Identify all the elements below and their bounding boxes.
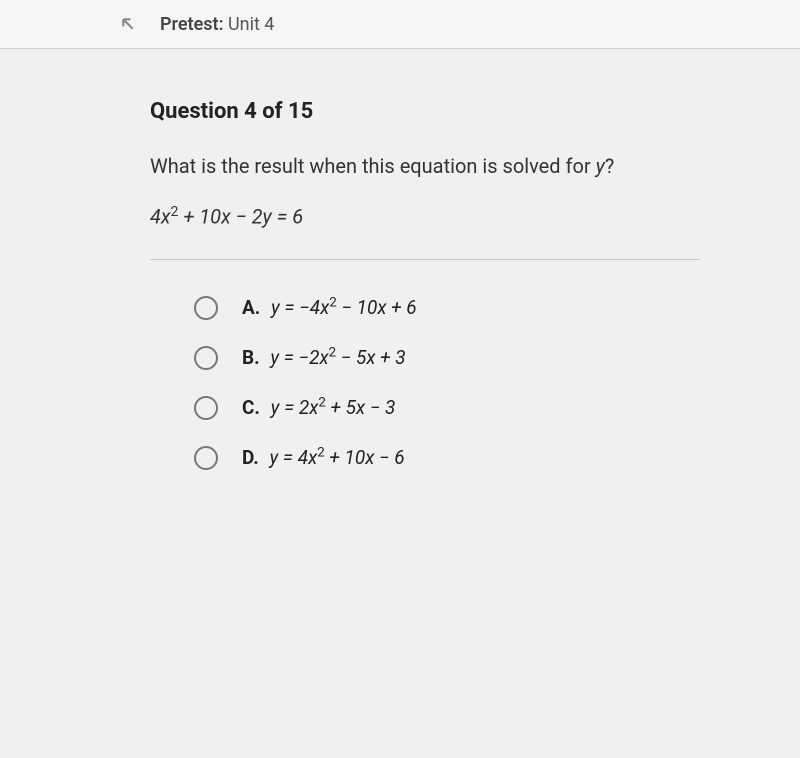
radio-icon[interactable] — [194, 396, 218, 420]
choice-expr: y = 2x2 + 5x − 3 — [271, 396, 396, 419]
header-title-rest: Unit 4 — [228, 14, 274, 35]
choice-b[interactable]: B. y = −2x2 − 5x + 3 — [194, 346, 700, 370]
radio-icon[interactable] — [194, 346, 218, 370]
choice-letter: B. — [242, 346, 260, 369]
question-equation: 4x2 + 10x − 2y = 6 — [150, 204, 700, 229]
choice-expr: y = −4x2 − 10x + 6 — [271, 296, 417, 319]
back-arrow-icon[interactable] — [116, 12, 140, 36]
choice-d[interactable]: D. y = 4x2 + 10x − 6 — [194, 446, 700, 470]
radio-icon[interactable] — [194, 446, 218, 470]
question-content: Question 4 of 15 What is the result when… — [0, 49, 800, 536]
choice-a[interactable]: A. y = −4x2 − 10x + 6 — [194, 296, 700, 320]
question-counter: Question 4 of 15 — [150, 99, 700, 124]
answer-choices: A. y = −4x2 − 10x + 6 B. y = −2x2 − 5x +… — [150, 296, 700, 470]
choice-expr: y = 4x2 + 10x − 6 — [270, 446, 405, 469]
prompt-before: What is the result when this equation is… — [150, 154, 596, 178]
divider — [150, 259, 700, 260]
header-title-bold: Pretest: — [160, 14, 223, 35]
choice-expr: y = −2x2 − 5x + 3 — [270, 346, 405, 369]
choice-letter: A. — [242, 296, 260, 319]
question-prompt: What is the result when this equation is… — [150, 152, 700, 180]
page-header: Pretest: Unit 4 — [0, 0, 800, 49]
prompt-after: ? — [605, 154, 614, 178]
header-title: Pretest: Unit 4 — [160, 14, 274, 35]
prompt-var: y — [596, 154, 605, 178]
choice-letter: D. — [242, 446, 259, 469]
choice-letter: C. — [242, 396, 260, 419]
choice-c[interactable]: C. y = 2x2 + 5x − 3 — [194, 396, 700, 420]
choice-label: B. y = −2x2 − 5x + 3 — [242, 346, 406, 369]
choice-label: A. y = −4x2 − 10x + 6 — [242, 296, 417, 319]
choice-label: D. y = 4x2 + 10x − 6 — [242, 446, 405, 469]
choice-label: C. y = 2x2 + 5x − 3 — [242, 396, 395, 419]
radio-icon[interactable] — [194, 296, 218, 320]
